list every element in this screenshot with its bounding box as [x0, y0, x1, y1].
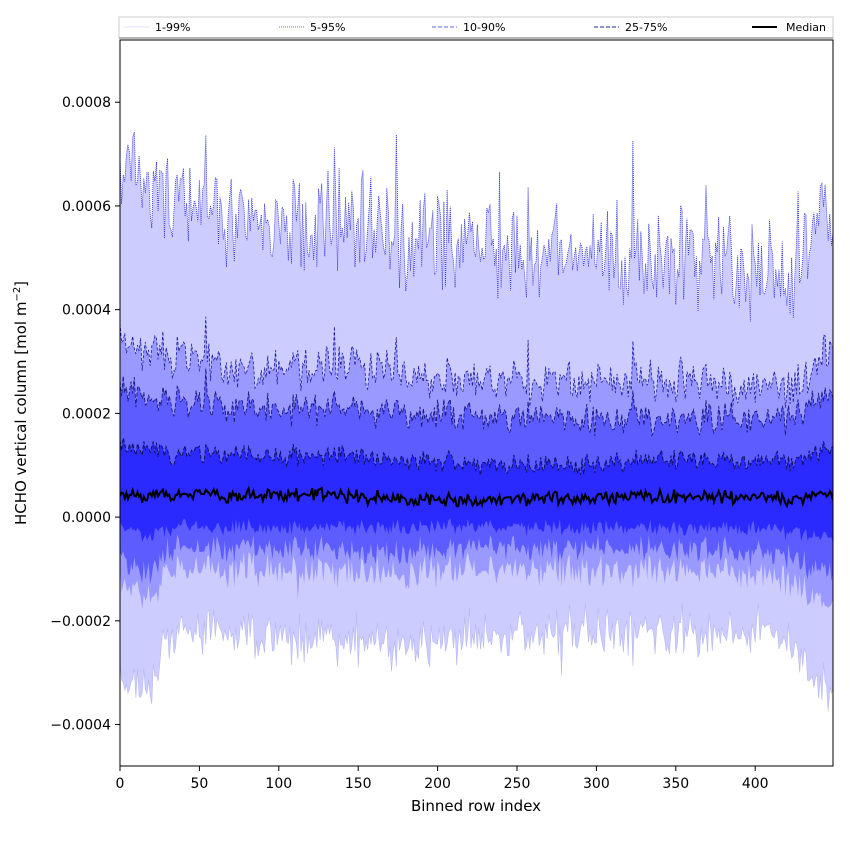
y-tick-label: −0.0002 [50, 614, 111, 630]
percentile-bands [120, 132, 833, 711]
legend-label: 1-99% [155, 21, 190, 34]
y-axis-label: HCHO vertical column [mol m−2] [12, 281, 30, 525]
legend-label: 25-75% [625, 21, 667, 34]
y-tick-label: 0.0008 [62, 95, 111, 111]
y-tick-label: −0.0004 [50, 718, 111, 734]
y-tick-label: 0.0006 [62, 199, 111, 215]
x-tick-label: 300 [583, 776, 610, 792]
line-p95 [120, 316, 833, 408]
x-tick-label: 200 [424, 776, 451, 792]
x-axis-ticks: 0 50 100 150 200 250 300 350 400 [116, 766, 769, 792]
y-tick-label: 0.0004 [62, 303, 111, 319]
x-tick-label: 100 [265, 776, 292, 792]
x-tick-label: 0 [116, 776, 125, 792]
x-tick-label: 350 [662, 776, 689, 792]
x-tick-label: 250 [504, 776, 531, 792]
band-25-75 [120, 437, 833, 544]
x-tick-label: 400 [742, 776, 769, 792]
x-tick-label: 150 [345, 776, 372, 792]
line-p1 [120, 602, 833, 712]
line-p90 [120, 368, 833, 438]
line-p75 [120, 437, 833, 476]
x-tick-label: 50 [190, 776, 208, 792]
y-axis-ticks: −0.0004 −0.0002 0.0000 0.0002 0.0004 0.0006 0.… [50, 95, 120, 734]
legend: 1-99% 5-95% 10-90% 25-75% Median [118, 16, 834, 39]
y-tick-label: 0.0002 [62, 406, 111, 422]
x-axis-label: Binned row index [411, 797, 541, 815]
legend-label: 5-95% [310, 21, 345, 34]
legend-label: Median [786, 21, 826, 34]
plot-frame [119, 39, 834, 767]
y-tick-label: 0.0000 [62, 510, 111, 526]
line-p99 [120, 131, 833, 322]
percentile-lines [120, 131, 833, 712]
legend-label: 10-90% [463, 21, 505, 34]
median-line [120, 485, 833, 509]
